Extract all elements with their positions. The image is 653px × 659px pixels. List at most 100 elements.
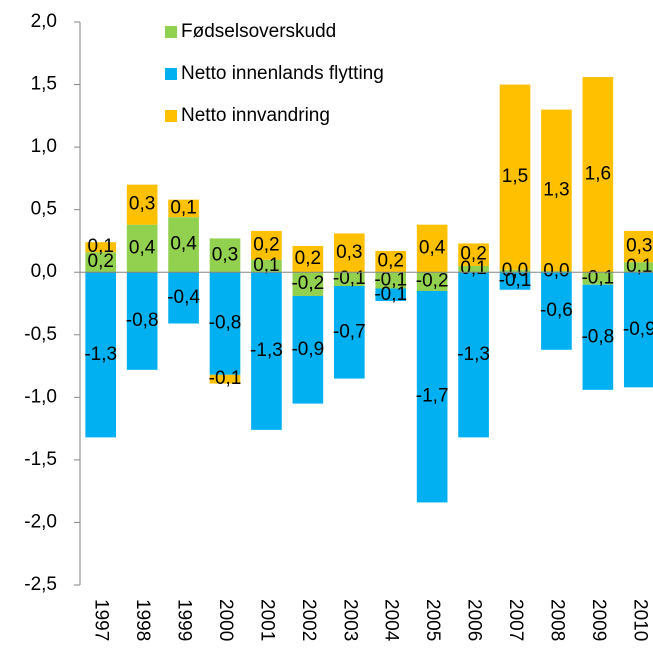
data-label: 1,5	[502, 166, 528, 187]
data-label: -0,8	[209, 313, 242, 334]
x-tick-label: 2006	[464, 599, 485, 641]
data-label: -0,1	[499, 270, 532, 291]
data-label: 0,0	[543, 261, 569, 282]
y-tick-label: -1,0	[24, 386, 57, 407]
y-tick-label: -1,5	[24, 449, 57, 470]
data-label: 0,0	[502, 260, 528, 281]
legend-swatch	[165, 68, 177, 80]
y-tick-label: 1,5	[31, 74, 57, 95]
bar-segment	[416, 224, 448, 273]
data-label: -1,3	[250, 340, 283, 361]
bar-segment	[333, 233, 365, 273]
bar-segment	[126, 272, 158, 370]
bar-segment	[623, 262, 653, 273]
x-tick-label: 1998	[132, 599, 153, 641]
y-tick-label: 1,0	[31, 136, 57, 157]
data-label: -0,1	[374, 269, 407, 290]
bar-segment	[333, 272, 365, 286]
data-label: -0,1	[374, 284, 407, 305]
data-label: 0,2	[295, 248, 321, 269]
bar-segment	[458, 272, 489, 438]
data-label: -0,9	[291, 339, 324, 360]
data-label: -0,4	[167, 287, 200, 308]
bar-segment	[458, 265, 489, 273]
data-label: -0,1	[581, 267, 614, 288]
legend-label: Fødselsoverskudd	[181, 21, 336, 42]
bar-segment	[541, 109, 572, 271]
data-label: -0,2	[416, 271, 449, 292]
bar-segment	[251, 272, 282, 430]
data-label: -0,1	[333, 268, 366, 289]
data-label: 0,4	[129, 237, 156, 258]
data-label: -0,8	[126, 310, 159, 331]
bar-segment	[209, 238, 241, 273]
legend-swatch	[165, 110, 177, 122]
bar-segment	[458, 243, 489, 266]
y-tick-label: -2,0	[24, 511, 57, 532]
y-tick-label: 2,0	[31, 11, 57, 32]
data-label: 1,6	[585, 164, 611, 185]
bar-segment	[292, 272, 324, 296]
data-label: 0,3	[129, 194, 155, 215]
x-tick-label: 1997	[91, 599, 112, 641]
bar-segment	[582, 77, 614, 273]
bar-segment	[375, 288, 407, 301]
bar-segment	[168, 199, 199, 218]
x-tick-label: 2002	[298, 599, 319, 641]
bar-segment	[582, 272, 614, 285]
data-label: -1,3	[84, 344, 117, 365]
bar-segment	[375, 250, 407, 273]
data-label: 0,1	[460, 258, 486, 279]
x-tick-label: 2009	[588, 599, 609, 641]
x-tick-label: 2000	[215, 599, 236, 641]
y-tick-label: -0,5	[24, 324, 57, 345]
legend-label: Netto innenlands flytting	[181, 63, 384, 84]
data-label: 0,3	[336, 242, 362, 263]
y-tick-label: 0,5	[31, 199, 57, 220]
data-label: 0,1	[626, 256, 652, 277]
bar-segment	[85, 272, 117, 438]
x-tick-label: 1999	[174, 599, 195, 641]
bar-segment	[292, 295, 324, 404]
bar-segment	[85, 242, 117, 253]
data-label: 0,2	[460, 244, 486, 265]
bar-segment	[499, 272, 531, 290]
data-label: 0,1	[170, 197, 196, 218]
data-label: 1,3	[543, 179, 569, 200]
x-tick-label: 2005	[422, 599, 443, 641]
bar-segment	[582, 284, 614, 390]
bar-segment	[375, 272, 407, 289]
bar-segment	[251, 230, 282, 260]
bar-segment	[251, 259, 282, 273]
data-label: -1,3	[457, 344, 490, 365]
x-tick-label: 2001	[256, 599, 277, 641]
bar-segment	[168, 272, 199, 324]
data-label: 0,4	[419, 237, 446, 258]
data-label: -0,6	[540, 300, 573, 321]
bar-segment	[416, 272, 448, 291]
data-label: 0,3	[626, 236, 652, 257]
x-tick-label: 2004	[381, 599, 402, 642]
x-tick-label: 2007	[505, 599, 526, 641]
bar-segment	[333, 285, 365, 379]
bar-segment	[209, 272, 241, 375]
data-label: 0,3	[212, 244, 238, 265]
bar-segment	[416, 290, 448, 503]
data-label: -0,2	[291, 273, 324, 294]
legend-swatch	[165, 26, 177, 38]
data-label: -0,1	[209, 368, 242, 389]
bar-segment	[541, 272, 572, 350]
y-tick-label: -2,5	[24, 574, 57, 595]
data-label: 0,2	[253, 234, 279, 255]
data-label: -0,8	[581, 326, 614, 347]
data-label: -0,7	[333, 321, 366, 342]
x-tick-label: 2010	[629, 599, 650, 641]
data-label: 0,1	[88, 236, 114, 257]
x-tick-label: 2008	[546, 599, 567, 641]
x-tick-label: 2003	[339, 599, 360, 641]
bar-segment	[126, 184, 158, 225]
data-label: 0,2	[378, 251, 404, 272]
data-label: -0,9	[623, 319, 653, 340]
bar-segment	[623, 272, 653, 388]
